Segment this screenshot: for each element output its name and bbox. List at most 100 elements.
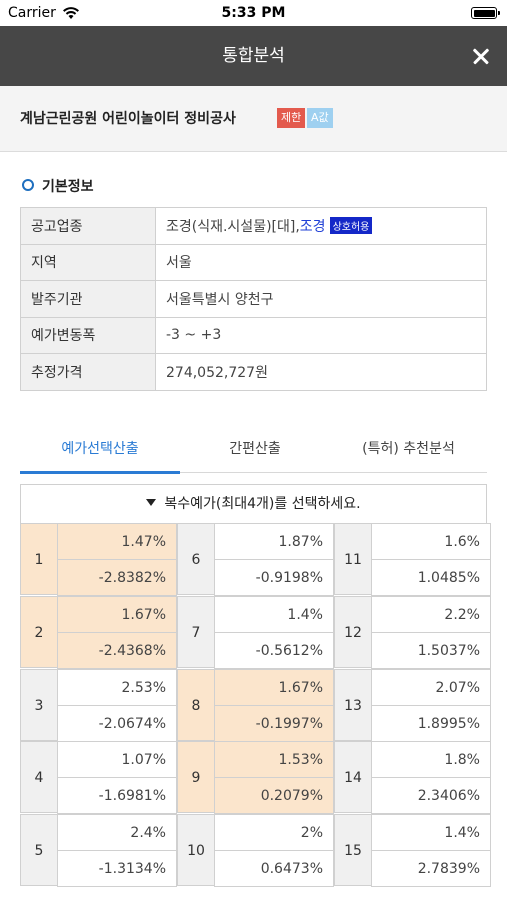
wifi-icon	[63, 7, 79, 19]
price-cell[interactable]: 14 1.8% 2.3406%	[334, 741, 491, 815]
price-rate: 1.6%	[371, 523, 491, 560]
price-number: 11	[334, 523, 372, 595]
price-number: 9	[177, 741, 215, 814]
info-row-region: 지역 서울	[20, 243, 487, 281]
mutual-allow-badge: 상호허용	[329, 216, 373, 234]
price-grid: 1 1.47% -2.8382% 2 1.67% -2.4368% 3 2.53% -2.067…	[20, 523, 491, 887]
price-deviation: -0.1997%	[214, 704, 334, 742]
circle-bullet-icon	[22, 179, 34, 191]
category-text: 조경(식재.시설물)[대],	[166, 218, 300, 235]
price-rate: 1.67%	[57, 595, 177, 633]
price-deviation: 0.2079%	[214, 777, 334, 815]
info-value: -3 ~ +3	[155, 316, 487, 354]
price-deviation: -0.9198%	[214, 559, 334, 596]
price-number: 12	[334, 595, 372, 668]
price-rate: 2%	[214, 814, 334, 851]
info-value: 조경(식재.시설물)[대],조경 상호허용	[155, 207, 487, 245]
price-number: 2	[20, 595, 58, 668]
price-rate: 1.47%	[57, 523, 177, 560]
price-number: 5	[20, 814, 58, 886]
price-cell[interactable]: 12 2.2% 1.5037%	[334, 595, 491, 669]
price-cell[interactable]: 13 2.07% 1.8995%	[334, 668, 491, 742]
price-rate: 2.2%	[371, 595, 491, 633]
price-deviation: 0.6473%	[214, 850, 334, 887]
info-row-agency: 발주기관 서울특별시 양천구	[20, 280, 487, 318]
tab-recommend-analysis[interactable]: (특허) 추천분석	[362, 441, 455, 457]
price-deviation: -2.0674%	[57, 704, 177, 742]
price-cell[interactable]: 1 1.47% -2.8382%	[20, 523, 177, 596]
price-rate: 1.4%	[214, 595, 334, 633]
info-row-price-range: 예가변동폭 -3 ~ +3	[20, 316, 487, 354]
price-rate: 1.53%	[214, 741, 334, 779]
price-cell[interactable]: 11 1.6% 1.0485%	[334, 523, 491, 596]
price-deviation: -1.6981%	[57, 777, 177, 815]
selector-label: 복수예가(최대4개)를 선택하세요.	[164, 496, 361, 512]
info-label: 추정가격	[20, 353, 156, 391]
price-number: 10	[177, 814, 215, 886]
price-deviation: -1.3134%	[57, 850, 177, 887]
price-rate: 2.53%	[57, 668, 177, 706]
status-bar: Carrier 5:33 PM	[0, 0, 507, 26]
tab-simple-calc[interactable]: 간편산출	[229, 441, 281, 457]
info-label: 발주기관	[20, 280, 156, 318]
price-cell[interactable]: 6 1.87% -0.9198%	[177, 523, 334, 596]
info-label: 지역	[20, 243, 156, 281]
info-row-category: 공고업종 조경(식재.시설물)[대],조경 상호허용	[20, 207, 487, 245]
price-cell[interactable]: 9 1.53% 0.2079%	[177, 741, 334, 815]
info-label: 예가변동폭	[20, 316, 156, 354]
price-rate: 1.67%	[214, 668, 334, 706]
info-value: 서울	[155, 243, 487, 281]
price-number: 13	[334, 668, 372, 741]
price-cell[interactable]: 7 1.4% -0.5612%	[177, 595, 334, 669]
tab-price-selection[interactable]: 예가선택산출	[20, 430, 180, 474]
info-value: 서울특별시 양천구	[155, 280, 487, 318]
limit-badge: 제한	[277, 108, 306, 128]
price-deviation: -2.8382%	[57, 559, 177, 596]
clock: 5:33 PM	[221, 5, 286, 21]
price-number: 8	[177, 668, 215, 741]
price-deviation: -2.4368%	[57, 631, 177, 669]
price-cell[interactable]: 2 1.67% -2.4368%	[20, 595, 177, 669]
info-value: 274,052,727원	[155, 353, 487, 391]
price-cell[interactable]: 15 1.4% 2.7839%	[334, 814, 491, 887]
battery-icon	[471, 7, 500, 19]
price-cell[interactable]: 10 2% 0.6473%	[177, 814, 334, 887]
caret-down-icon	[146, 499, 157, 506]
price-deviation: 2.7839%	[371, 850, 491, 887]
price-deviation: 1.8995%	[371, 704, 491, 742]
price-cell[interactable]: 3 2.53% -2.0674%	[20, 668, 177, 742]
price-number: 15	[334, 814, 372, 886]
price-number: 6	[177, 523, 215, 595]
price-rate: 1.87%	[214, 523, 334, 560]
carrier-label: Carrier	[8, 5, 56, 21]
price-number: 7	[177, 595, 215, 668]
section-title: 기본정보	[42, 179, 94, 195]
price-cell[interactable]: 4 1.07% -1.6981%	[20, 741, 177, 815]
info-label: 공고업종	[20, 207, 156, 245]
a-value-badge: A값	[307, 108, 333, 128]
price-deviation: 2.3406%	[371, 777, 491, 815]
multi-price-selector[interactable]: 복수예가(최대4개)를 선택하세요.	[20, 484, 487, 524]
close-button[interactable]	[463, 38, 499, 74]
price-rate: 2.07%	[371, 668, 491, 706]
project-header: 계남근린공원 어린이놀이터 정비공사 제한 A값	[0, 86, 507, 152]
price-cell[interactable]: 5 2.4% -1.3134%	[20, 814, 177, 887]
project-title: 계남근린공원 어린이놀이터 정비공사	[20, 111, 236, 127]
analysis-tabs: 예가선택산출 간편산출 (특허) 추천분석	[20, 430, 487, 474]
price-cell[interactable]: 8 1.67% -0.1997%	[177, 668, 334, 742]
basic-info-table: 공고업종 조경(식재.시설물)[대],조경 상호허용 지역 서울 발주기관 서울특…	[20, 207, 487, 391]
price-rate: 1.8%	[371, 741, 491, 779]
info-row-estimated-price: 추정가격 274,052,727원	[20, 353, 487, 391]
price-number: 4	[20, 741, 58, 814]
price-deviation: -0.5612%	[214, 631, 334, 669]
price-number: 3	[20, 668, 58, 741]
price-deviation: 1.5037%	[371, 631, 491, 669]
price-rate: 1.4%	[371, 814, 491, 851]
category-link[interactable]: 조경	[299, 218, 326, 235]
price-rate: 2.4%	[57, 814, 177, 851]
price-number: 14	[334, 741, 372, 814]
price-deviation: 1.0485%	[371, 559, 491, 596]
nav-bar: 통합분석	[0, 26, 507, 86]
price-rate: 1.07%	[57, 741, 177, 779]
price-number: 1	[20, 523, 58, 595]
